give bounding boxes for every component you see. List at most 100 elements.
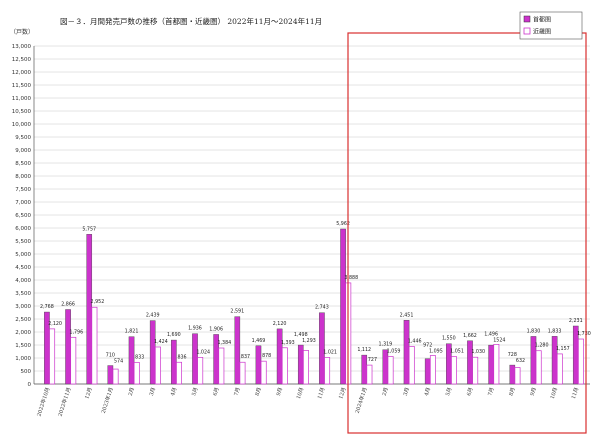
y-tick-label: 3,000 (15, 304, 31, 310)
bar-kinki (91, 306, 98, 385)
data-label-kinki: 1,424 (154, 339, 168, 345)
data-label-kinki: 1,059 (387, 348, 401, 354)
bar-shuto (276, 328, 283, 385)
y-tick-label: 12,500 (12, 57, 32, 63)
data-label-kinki: 1,280 (535, 343, 549, 349)
y-tick-label: 1,500 (15, 343, 31, 349)
data-label-kinki: 1,393 (281, 340, 295, 346)
x-tick-label: 11月 (316, 386, 326, 399)
x-tick-label: 9月 (529, 386, 538, 396)
data-label-shuto: 2,591 (230, 309, 244, 315)
data-label-kinki: 2,120 (48, 321, 62, 327)
data-label-shuto: 1,469 (252, 338, 266, 344)
bar-kinki (303, 350, 309, 385)
data-label-shuto: 1,319 (379, 342, 393, 348)
bar-kinki (387, 356, 394, 385)
x-tick-label: 3月 (148, 386, 157, 396)
data-label-kinki: 878 (262, 353, 271, 359)
x-tick-label: 10月 (295, 386, 305, 399)
data-label-shuto: 2,439 (146, 313, 160, 319)
y-tick-label: 9,500 (15, 135, 31, 141)
highlight-box (347, 32, 587, 434)
legend: 首都圏 近畿圏 (519, 11, 583, 40)
data-label-kinki: 1,095 (429, 349, 443, 355)
data-label-kinki: 3,888 (344, 275, 358, 281)
x-tick-label: 6月 (465, 386, 474, 396)
bar-kinki (556, 353, 563, 385)
bar-shuto (86, 234, 93, 385)
bar-shuto (551, 336, 558, 385)
data-label-kinki: 1,293 (302, 338, 316, 344)
y-tick-label: 500 (21, 369, 32, 375)
bar-shuto (107, 365, 114, 385)
data-label-shuto: 1,112 (357, 347, 371, 353)
data-label-shuto: 1,830 (527, 328, 541, 334)
bar-kinki (218, 347, 225, 385)
y-tick-label: 2,000 (15, 330, 31, 336)
data-label-kinki: 1,446 (408, 338, 422, 344)
bar-kinki (197, 357, 204, 385)
x-tick-label: 11月 (570, 386, 580, 399)
data-label-kinki: 1,384 (217, 340, 231, 346)
bar-shuto (509, 364, 516, 385)
data-label-kinki: 1,024 (196, 349, 210, 355)
legend-label-shuto: 首都圏 (533, 16, 551, 24)
y-tick-label: 10,000 (12, 122, 32, 128)
data-label-shuto: 1,906 (209, 326, 223, 332)
bar-kinki (514, 367, 521, 385)
data-label-shuto: 1,498 (294, 332, 308, 338)
bar-shuto (488, 344, 494, 385)
y-tick-label: 2,500 (15, 317, 31, 323)
y-axis-label: （戸数） (10, 28, 34, 36)
legend-swatch-kinki (523, 27, 531, 35)
bar-kinki (451, 356, 457, 385)
data-label-shuto: 2,743 (315, 305, 329, 311)
y-tick-label: 11,000 (12, 96, 32, 102)
bar-kinki (535, 350, 542, 385)
data-label-shuto: 2,451 (400, 312, 414, 318)
bar-kinki (281, 347, 288, 385)
gridlines (33, 45, 590, 385)
data-label-shuto: 2,231 (569, 318, 583, 324)
data-label-kinki: 2,952 (91, 299, 105, 305)
data-label-shuto: 972 (423, 343, 432, 349)
data-label-kinki: 1,021 (323, 349, 337, 355)
data-label-kinki: 837 (241, 354, 250, 360)
y-tick-label: 8,000 (15, 174, 31, 180)
data-label-shuto: 710 (106, 353, 115, 359)
y-tick-label: 4,500 (15, 265, 31, 271)
data-label-shuto: 1,662 (463, 333, 477, 339)
y-tick-label: 5,500 (15, 239, 31, 245)
bar-kinki (578, 338, 584, 385)
data-label-shuto: 5,962 (336, 221, 350, 227)
bar-kinki (366, 364, 373, 385)
bar-shuto (65, 309, 71, 385)
x-tick-label: 4月 (423, 386, 432, 396)
bar-kinki (70, 336, 77, 385)
data-label-kinki: 1524 (493, 337, 505, 343)
x-tick-label: 8月 (508, 386, 517, 396)
y-tick-label: 12,000 (12, 70, 32, 76)
bar-shuto (403, 320, 410, 385)
x-tick-label: 12月 (337, 386, 347, 399)
y-tick-label: 10,500 (12, 109, 32, 115)
data-label-shuto: 1,496 (484, 331, 498, 337)
x-tick-label: 8月 (254, 386, 263, 396)
bar-shuto (340, 228, 346, 385)
bar-kinki (239, 361, 246, 385)
data-label-shuto: 1,833 (548, 328, 562, 334)
data-label-kinki: 833 (135, 354, 144, 360)
data-label-kinki: 632 (516, 358, 525, 364)
data-label-shuto: 1,550 (442, 336, 456, 342)
data-label-shuto: 1,936 (188, 326, 202, 332)
y-tick-label: 7,500 (15, 187, 31, 193)
bar-shuto (192, 333, 198, 385)
x-tick-label: 7月 (486, 386, 495, 396)
y-tick-label: 7,000 (15, 200, 31, 206)
data-label-shuto: 2,866 (61, 301, 75, 307)
bar-shuto (361, 354, 368, 385)
data-label-kinki: 1,030 (471, 349, 485, 355)
bar-shuto (149, 320, 156, 385)
y-axis-ticks: 0 500 1,000 1,500 2,000 2,500 3,000 3,500 4,000 4… (12, 44, 32, 388)
data-label-shuto: 1,690 (167, 332, 181, 338)
